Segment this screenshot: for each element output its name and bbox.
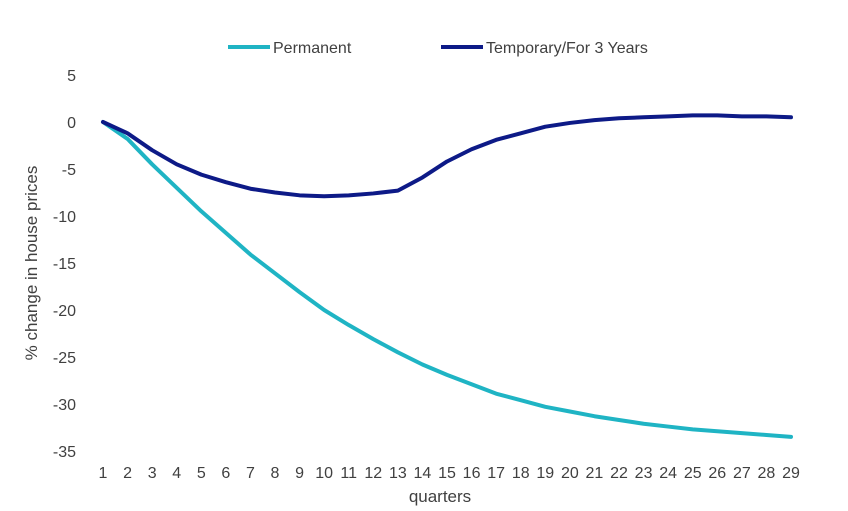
x-tick-label: 5: [197, 465, 206, 482]
x-tick-label: 16: [463, 465, 481, 482]
y-tick-label: -30: [53, 397, 76, 414]
x-tick-label: 22: [610, 465, 628, 482]
x-tick-label: 27: [733, 465, 751, 482]
x-tick-label: 11: [340, 465, 357, 482]
x-tick-label: 9: [295, 465, 304, 482]
series-line-permanent: [101, 120, 793, 439]
x-tick-label: 1: [99, 465, 108, 482]
y-tick-label: -25: [53, 350, 76, 367]
y-tick-label: 5: [67, 68, 76, 85]
x-tick-label: 13: [389, 465, 407, 482]
x-tick-label: 7: [246, 465, 255, 482]
y-tick-label: -15: [53, 256, 76, 273]
x-tick-label: 3: [148, 465, 157, 482]
x-tick-label: 18: [512, 465, 530, 482]
x-tick-label: 6: [221, 465, 230, 482]
x-tick-label: 25: [684, 465, 702, 482]
legend: Permanent Temporary/For 3 Years: [228, 40, 648, 57]
series-lines: [101, 113, 793, 439]
x-tick-label: 29: [782, 465, 800, 482]
y-tick-label: 0: [67, 115, 76, 132]
x-tick-label: 10: [315, 465, 333, 482]
x-tick-label: 23: [635, 465, 653, 482]
y-axis-ticks: 5 0 -5 -10 -15 -20 -25 -30 -35: [53, 68, 76, 461]
x-tick-label: 21: [586, 465, 604, 482]
x-tick-label: 19: [536, 465, 554, 482]
legend-label: Temporary/For 3 Years: [486, 40, 648, 57]
x-tick-label: 20: [561, 465, 579, 482]
x-tick-label: 26: [708, 465, 726, 482]
y-tick-label: -5: [62, 162, 76, 179]
x-axis-title: quarters: [409, 487, 471, 506]
y-tick-label: -10: [53, 209, 76, 226]
x-tick-label: 28: [758, 465, 776, 482]
legend-label: Permanent: [273, 40, 352, 57]
y-tick-label: -35: [53, 444, 76, 461]
x-tick-label: 8: [271, 465, 280, 482]
x-tick-label: 2: [123, 465, 132, 482]
x-tick-label: 15: [438, 465, 456, 482]
y-tick-label: -20: [53, 303, 76, 320]
x-axis-ticks: 1 2 3 4 5 6 7 8 9 10 11 12 13 14 15 16 17 18 19 20 21 22 23 24 2…: [99, 465, 800, 482]
x-tick-label: 14: [414, 465, 432, 482]
x-tick-label: 24: [659, 465, 677, 482]
series-line-temporary: [101, 113, 793, 199]
x-tick-label: 12: [364, 465, 382, 482]
x-tick-label: 4: [172, 465, 181, 482]
y-axis-title: % change in house prices: [22, 166, 41, 361]
x-tick-label: 17: [487, 465, 505, 482]
